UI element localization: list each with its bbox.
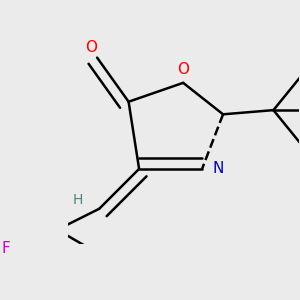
Text: N: N (212, 161, 224, 176)
Text: O: O (177, 62, 189, 77)
Text: F: F (2, 241, 11, 256)
Text: H: H (73, 194, 83, 207)
Text: O: O (85, 40, 97, 55)
